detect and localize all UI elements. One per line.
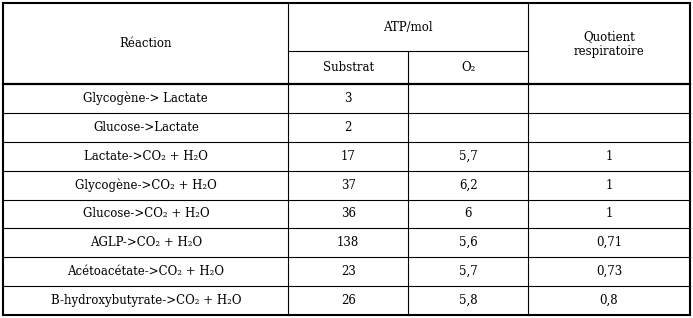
Text: 5,7: 5,7 <box>459 265 477 278</box>
Text: Glycogène-> Lactate: Glycogène-> Lactate <box>83 92 208 105</box>
Text: 3: 3 <box>344 92 352 105</box>
Text: 6,2: 6,2 <box>459 179 477 192</box>
Text: 0,8: 0,8 <box>599 294 618 307</box>
Text: 5,6: 5,6 <box>459 236 477 249</box>
Text: 6: 6 <box>464 207 472 220</box>
Text: Glucose->Lactate: Glucose->Lactate <box>93 121 199 134</box>
Text: 0,71: 0,71 <box>596 236 622 249</box>
Text: Acétoacétate->CO₂ + H₂O: Acétoacétate->CO₂ + H₂O <box>67 265 225 278</box>
Text: Glucose->CO₂ + H₂O: Glucose->CO₂ + H₂O <box>82 207 209 220</box>
Text: 37: 37 <box>341 179 356 192</box>
Text: 2: 2 <box>344 121 352 134</box>
Text: O₂: O₂ <box>461 61 475 74</box>
Text: 36: 36 <box>341 207 356 220</box>
Text: 23: 23 <box>341 265 356 278</box>
Text: 1: 1 <box>605 150 613 163</box>
Text: Substrat: Substrat <box>323 61 374 74</box>
Text: 26: 26 <box>341 294 356 307</box>
Text: AGLP->CO₂ + H₂O: AGLP->CO₂ + H₂O <box>90 236 202 249</box>
Text: 1: 1 <box>605 207 613 220</box>
Text: 5,8: 5,8 <box>459 294 477 307</box>
Text: 17: 17 <box>341 150 356 163</box>
Text: 5,7: 5,7 <box>459 150 477 163</box>
Text: 1: 1 <box>605 179 613 192</box>
Text: 138: 138 <box>337 236 360 249</box>
Text: Lactate->CO₂ + H₂O: Lactate->CO₂ + H₂O <box>84 150 208 163</box>
Text: ATP/mol: ATP/mol <box>383 21 433 34</box>
Text: Réaction: Réaction <box>120 37 172 50</box>
Text: 0,73: 0,73 <box>596 265 622 278</box>
Text: Glycogène->CO₂ + H₂O: Glycogène->CO₂ + H₂O <box>75 178 217 192</box>
Text: B-hydroxybutyrate->CO₂ + H₂O: B-hydroxybutyrate->CO₂ + H₂O <box>51 294 241 307</box>
Text: Quotient
respiratoire: Quotient respiratoire <box>574 30 644 58</box>
